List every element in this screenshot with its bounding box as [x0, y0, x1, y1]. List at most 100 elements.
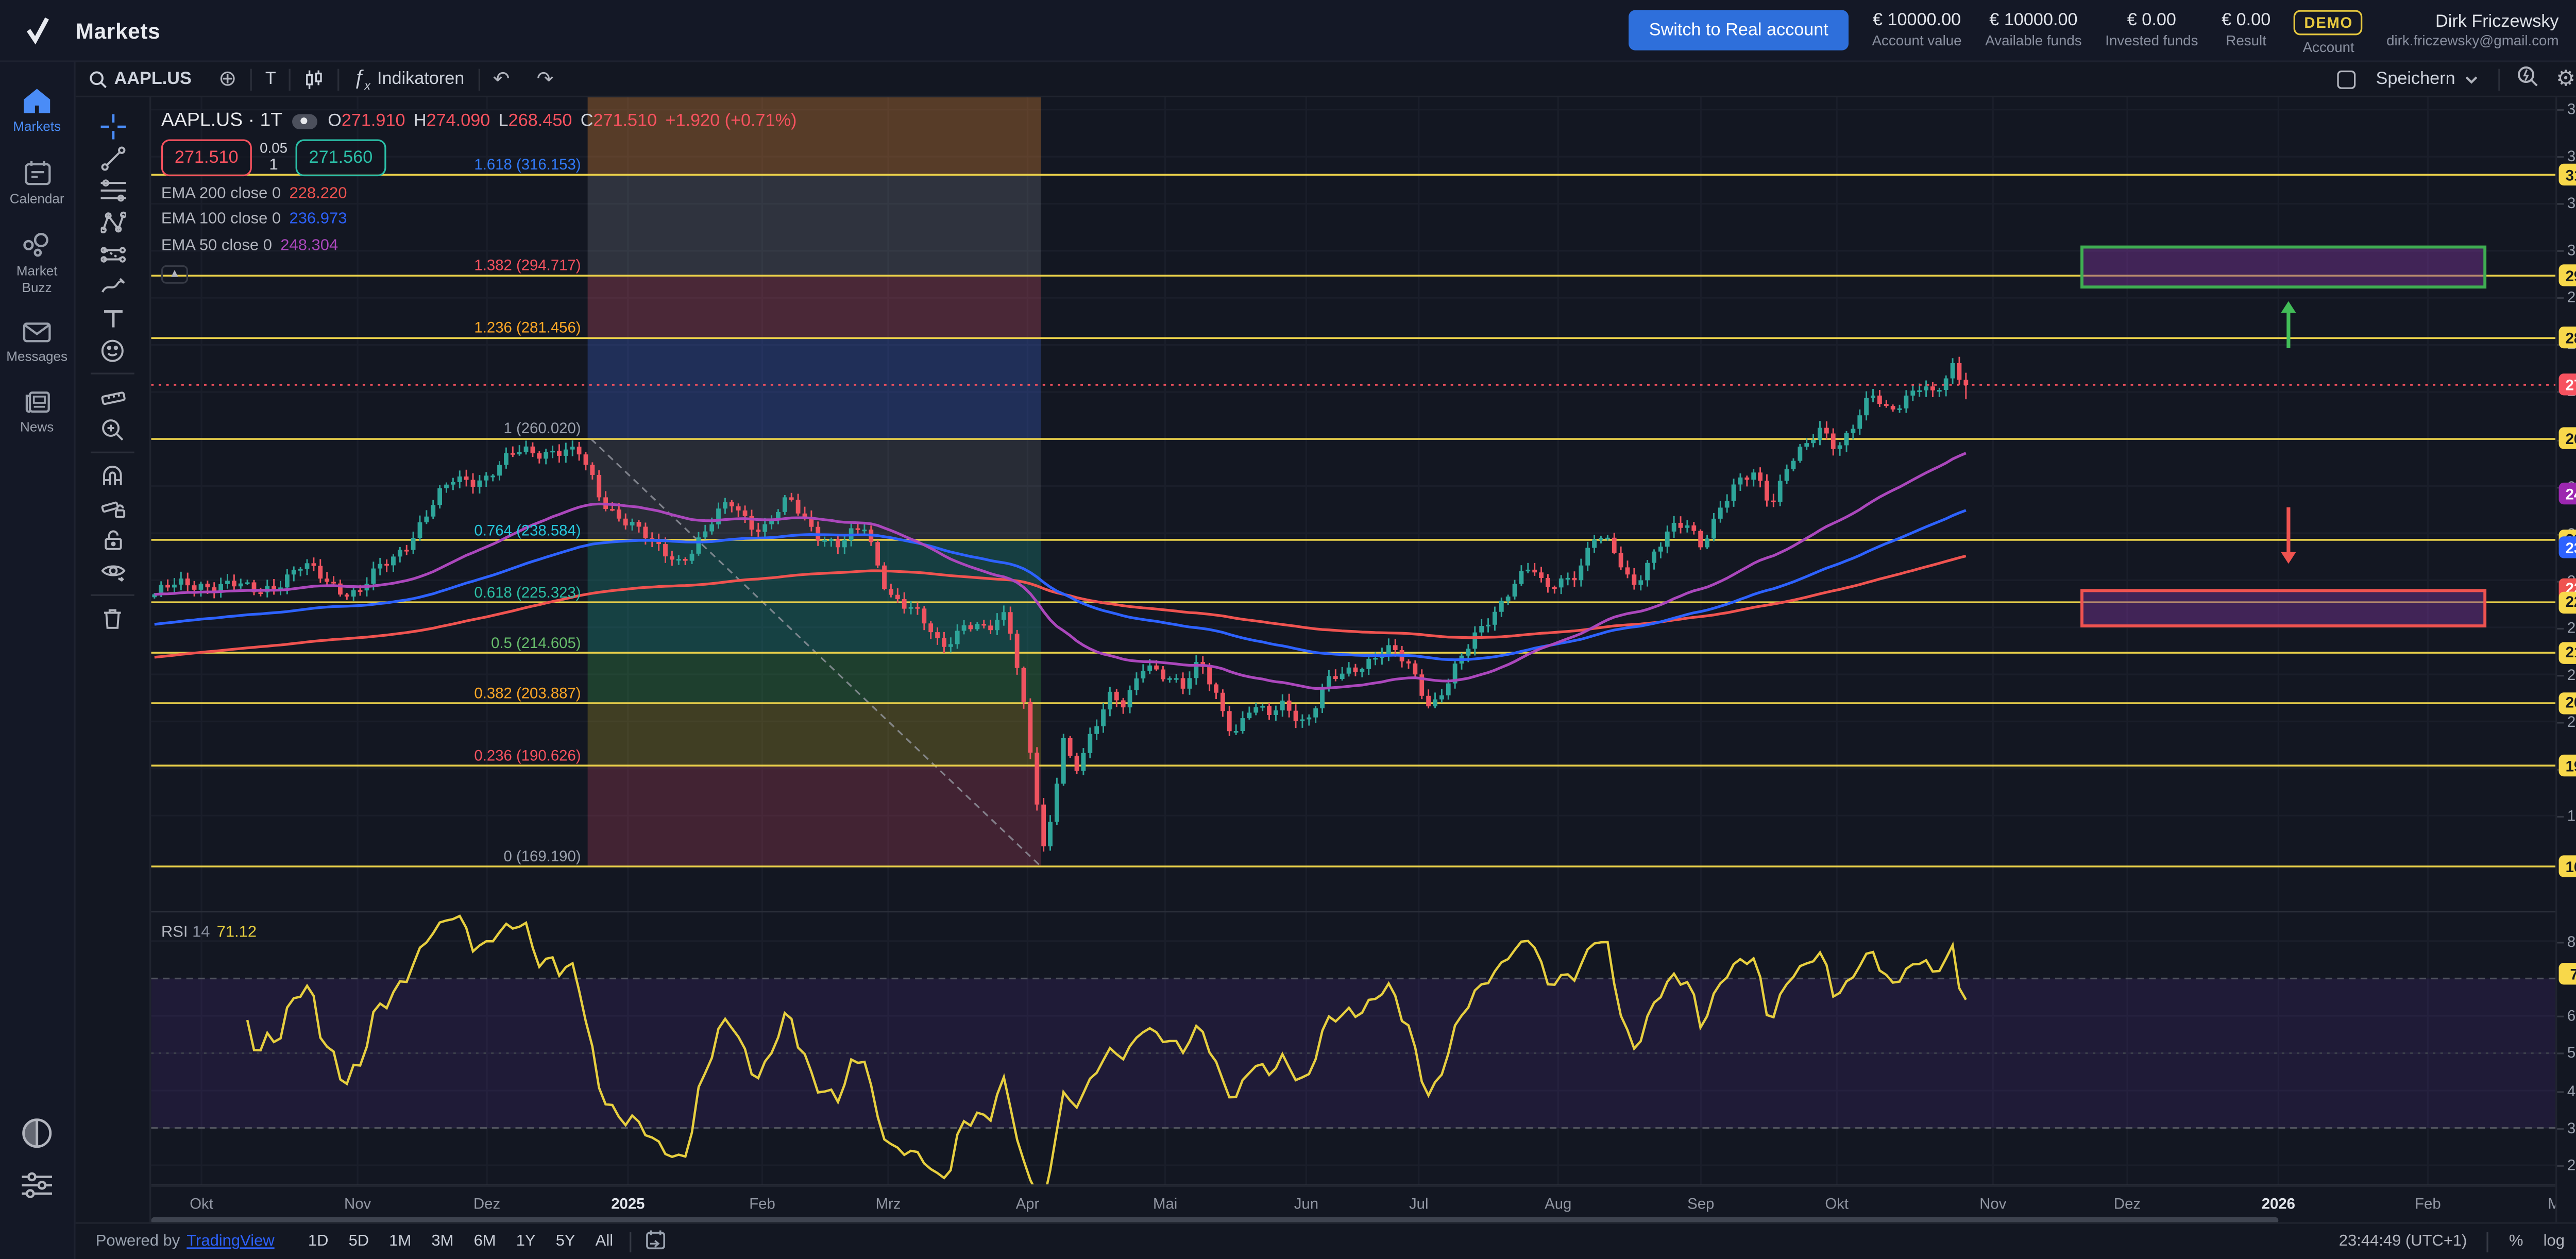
interval-button[interactable]: T	[265, 69, 276, 89]
home-icon	[24, 89, 50, 113]
pattern-tool[interactable]	[91, 207, 134, 239]
save-button[interactable]: Speichern	[2372, 69, 2482, 89]
fx-icon: ƒx	[353, 65, 370, 93]
envelope-icon	[23, 322, 51, 342]
price-pane	[151, 97, 2556, 867]
zoom-in-tool[interactable]	[91, 413, 134, 445]
layout-checkbox[interactable]	[2337, 70, 2356, 89]
price-badge: 236.973	[2558, 536, 2576, 558]
sidebar-item-calendar[interactable]: Calendar	[0, 160, 74, 207]
search-icon	[90, 70, 107, 88]
price-axis-tick: 290.000	[2567, 289, 2576, 307]
chart-type-button[interactable]	[291, 62, 338, 96]
goto-date-button[interactable]	[645, 1228, 667, 1255]
ema-100-legend[interactable]: EMA 100 close 0 236.973	[161, 210, 347, 229]
broker-logo[interactable]	[0, 15, 76, 45]
time-axis-label: Mrz	[875, 1195, 901, 1212]
price-badge: 271.510	[2558, 373, 2576, 396]
time-scrollbar[interactable]	[151, 1217, 2279, 1223]
switch-to-real-account-button[interactable]: Switch to Real account	[1629, 10, 1849, 50]
legend-symbol-interval[interactable]: AAPL.US · 1T	[161, 111, 283, 131]
range-1m[interactable]: 1M	[389, 1232, 412, 1251]
flash-search-icon	[2518, 66, 2538, 87]
visibility-toggle-icon[interactable]	[292, 113, 318, 129]
drawing-mode-lock-tool[interactable]	[91, 492, 134, 524]
percent-scale-button[interactable]: %	[2509, 1232, 2523, 1251]
user-email: dirk.friczewsky@gmail.com	[2386, 31, 2559, 49]
clock[interactable]: 23:44:49 (UTC+1)	[2338, 1232, 2467, 1251]
magnet-tool[interactable]	[91, 460, 134, 492]
time-axis-label: Dez	[2113, 1195, 2141, 1212]
preferences-sliders[interactable]	[20, 1170, 54, 1209]
sidebar-item-news[interactable]: News	[0, 389, 74, 435]
text-tool[interactable]	[91, 302, 134, 334]
newspaper-icon	[25, 391, 49, 413]
chart-area[interactable]: › AAPL.US · 1T O271.910 H274.090 L268.45…	[94, 97, 2576, 1222]
sell-button[interactable]: 271.510	[161, 139, 252, 177]
ema-200-line	[154, 554, 1967, 659]
account-type[interactable]: DEMO Account	[2294, 5, 2363, 56]
time-axis[interactable]: Okt Nov Dez 2025 Feb Mrz Apr Mai Jun Jul Aug Sep Okt…	[151, 1185, 2576, 1223]
target-zone-rect[interactable]	[2080, 245, 2487, 289]
symbol-search[interactable]: AAPL.US	[76, 62, 205, 96]
range-3m[interactable]: 3M	[431, 1232, 454, 1251]
range-all[interactable]: All	[595, 1232, 614, 1251]
projection-tool[interactable]	[91, 239, 134, 270]
price-badge: 190.626	[2558, 754, 2576, 777]
topbar: Markets Switch to Real account € 10000.0…	[0, 0, 2576, 62]
range-1d[interactable]: 1D	[308, 1232, 329, 1251]
sidebar-item-market-buzz[interactable]: Market Buzz	[0, 232, 74, 295]
chevron-down-icon	[2466, 75, 2478, 83]
lock-all-tool[interactable]	[91, 524, 134, 556]
brush-tool[interactable]	[91, 270, 134, 302]
trend-line-tool[interactable]	[91, 143, 134, 175]
settings-gear-icon[interactable]: ⚙	[2556, 65, 2576, 91]
range-5d[interactable]: 5D	[348, 1232, 369, 1251]
fib-level-label: 0.5 (214.605)	[491, 634, 581, 651]
quick-search-button[interactable]	[2517, 65, 2539, 92]
legend-change: +1.920 (+0.71%)	[665, 111, 797, 131]
theme-toggle[interactable]	[20, 1116, 54, 1158]
fib-level-label: 1.236 (281.456)	[474, 319, 581, 337]
redo-button[interactable]: ↷	[523, 62, 567, 96]
range-6m[interactable]: 6M	[473, 1232, 496, 1251]
range-5y[interactable]: 5Y	[555, 1232, 575, 1251]
sidebar-item-markets[interactable]: Markets	[0, 87, 74, 134]
sidebar-item-messages[interactable]: Messages	[0, 320, 74, 364]
spread-qty: 0.05 1	[260, 140, 288, 176]
price-axis-tick: 300.000	[2567, 242, 2576, 260]
support-zone-rect[interactable]	[2080, 589, 2487, 627]
time-axis-label: 2026	[2261, 1195, 2295, 1212]
buy-button[interactable]: 271.560	[295, 139, 386, 177]
hide-drawings-tool[interactable]	[91, 556, 134, 588]
user-info[interactable]: Dirk Friczewsky dirk.friczewsky@gmail.co…	[2386, 12, 2558, 49]
legend-collapse-button[interactable]: ▲	[161, 264, 188, 283]
price-badge: 248.304	[2558, 483, 2576, 505]
log-scale-button[interactable]: log	[2543, 1232, 2565, 1251]
price-axis[interactable]: 330.000320.000310.000300.000290.000280.0…	[2555, 97, 2576, 1222]
emoji-tool[interactable]	[91, 334, 134, 366]
indicators-button[interactable]: ƒx Indikatoren	[353, 65, 465, 93]
undo-button[interactable]: ↶	[480, 62, 523, 96]
grid	[151, 97, 2562, 1185]
goto-date-icon	[646, 1229, 666, 1249]
price-axis-tick: 60.00	[2567, 1007, 2576, 1025]
price-axis-tick: 200.000	[2567, 713, 2576, 730]
remove-drawings-tool[interactable]	[91, 603, 134, 635]
measure-tool[interactable]	[91, 381, 134, 413]
compare-add-button[interactable]: ⊕	[218, 65, 237, 91]
crosshair-tool[interactable]	[91, 111, 134, 143]
ema-200-legend[interactable]: EMA 200 close 0 228.220	[161, 183, 347, 202]
price-badge: 169.190	[2558, 855, 2576, 878]
theme-half-circle-icon	[22, 1118, 52, 1148]
price-axis-tick: 310.000	[2567, 195, 2576, 212]
fib-level-label: 0.236 (190.626)	[474, 747, 581, 764]
price-axis-tick: 220.000	[2567, 619, 2576, 636]
tradingview-link[interactable]: TradingView	[187, 1232, 275, 1251]
ema-50-legend[interactable]: EMA 50 close 0 248.304	[161, 235, 338, 254]
fib-retracement-tool[interactable]	[91, 175, 134, 207]
time-axis-label: Sep	[1687, 1195, 1715, 1212]
range-1y[interactable]: 1Y	[516, 1232, 536, 1251]
rsi-legend[interactable]: RSI 14 71.12	[161, 923, 257, 942]
